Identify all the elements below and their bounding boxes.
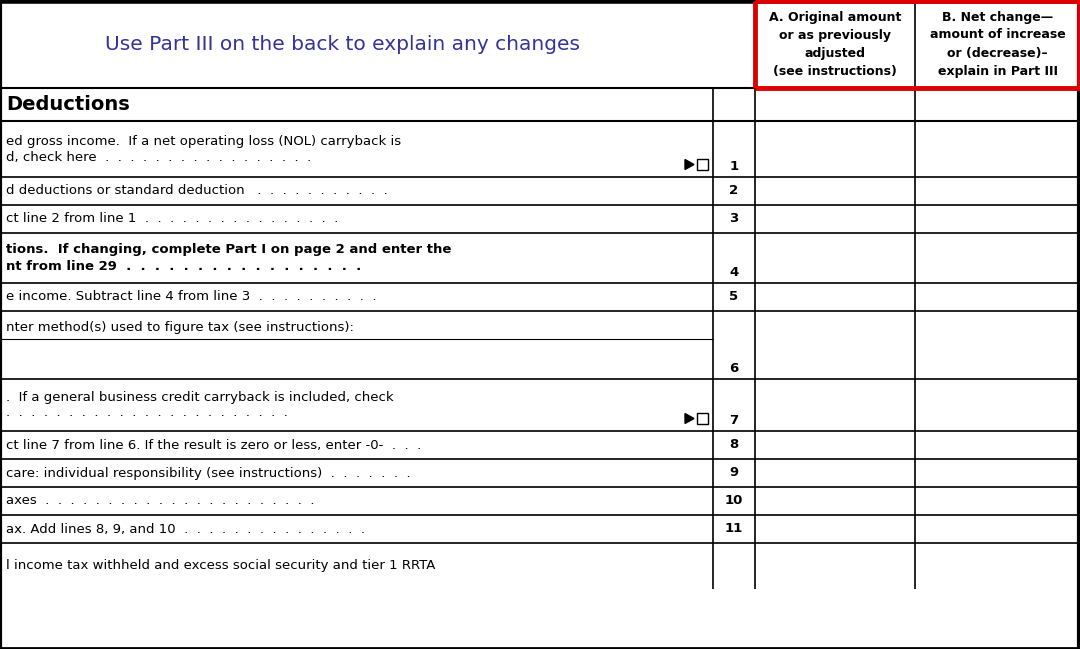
Text: d, check here  .  .  .  .  .  .  .  .  .  .  .  .  .  .  .  .  .: d, check here . . . . . . . . . . . . . … xyxy=(6,151,311,164)
Text: Use Part III on the back to explain any changes: Use Part III on the back to explain any … xyxy=(105,34,580,53)
Text: d deductions or standard deduction   .  .  .  .  .  .  .  .  .  .  .: d deductions or standard deduction . . .… xyxy=(6,184,388,197)
Text: 1: 1 xyxy=(729,160,739,173)
Text: nter method(s) used to figure tax (see instructions):: nter method(s) used to figure tax (see i… xyxy=(6,321,354,334)
Text: 7: 7 xyxy=(729,415,739,428)
Text: 4: 4 xyxy=(729,267,739,280)
Text: axes  .  .  .  .  .  .  .  .  .  .  .  .  .  .  .  .  .  .  .  .  .  .: axes . . . . . . . . . . . . . . . . . .… xyxy=(6,495,314,508)
Bar xyxy=(697,413,708,424)
Text: nt from line 29  .  .  .  .  .  .  .  .  .  .  .  .  .  .  .  .  .: nt from line 29 . . . . . . . . . . . . … xyxy=(6,260,361,273)
Text: 5: 5 xyxy=(729,291,739,304)
Text: ct line 7 from line 6. If the result is zero or less, enter -0-  .  .  .: ct line 7 from line 6. If the result is … xyxy=(6,439,421,452)
Polygon shape xyxy=(685,160,694,169)
Bar xyxy=(697,159,708,170)
Text: 9: 9 xyxy=(729,467,739,480)
Text: 2: 2 xyxy=(729,184,739,197)
Text: care: individual responsibility (see instructions)  .  .  .  .  .  .  .: care: individual responsibility (see ins… xyxy=(6,467,410,480)
Polygon shape xyxy=(685,413,694,424)
Text: .  .  .  .  .  .  .  .  .  .  .  .  .  .  .  .  .  .  .  .  .  .  .: . . . . . . . . . . . . . . . . . . . . … xyxy=(6,406,288,419)
Text: ed gross income.  If a net operating loss (NOL) carryback is: ed gross income. If a net operating loss… xyxy=(6,134,401,147)
Text: 8: 8 xyxy=(729,439,739,452)
Text: ct line 2 from line 1  .  .  .  .  .  .  .  .  .  .  .  .  .  .  .  .: ct line 2 from line 1 . . . . . . . . . … xyxy=(6,212,338,225)
Text: 11: 11 xyxy=(725,522,743,535)
Text: Deductions: Deductions xyxy=(6,95,130,114)
Text: 3: 3 xyxy=(729,212,739,225)
Text: l income tax withheld and excess social security and tier 1 RRTA: l income tax withheld and excess social … xyxy=(6,559,435,572)
Text: ax. Add lines 8, 9, and 10  .  .  .  .  .  .  .  .  .  .  .  .  .  .  .: ax. Add lines 8, 9, and 10 . . . . . . .… xyxy=(6,522,365,535)
Text: 10: 10 xyxy=(725,495,743,508)
Text: B. Net change—
amount of increase
or (decrease)–
explain in Part III: B. Net change— amount of increase or (de… xyxy=(930,10,1065,77)
Text: A. Original amount
or as previously
adjusted
(see instructions): A. Original amount or as previously adju… xyxy=(769,10,901,77)
Text: 6: 6 xyxy=(729,363,739,376)
Text: tions.  If changing, complete Part I on page 2 and enter the: tions. If changing, complete Part I on p… xyxy=(6,243,451,256)
Text: e income. Subtract line 4 from line 3  .  .  .  .  .  .  .  .  .  .: e income. Subtract line 4 from line 3 . … xyxy=(6,291,377,304)
Text: .  If a general business credit carryback is included, check: . If a general business credit carryback… xyxy=(6,391,393,404)
